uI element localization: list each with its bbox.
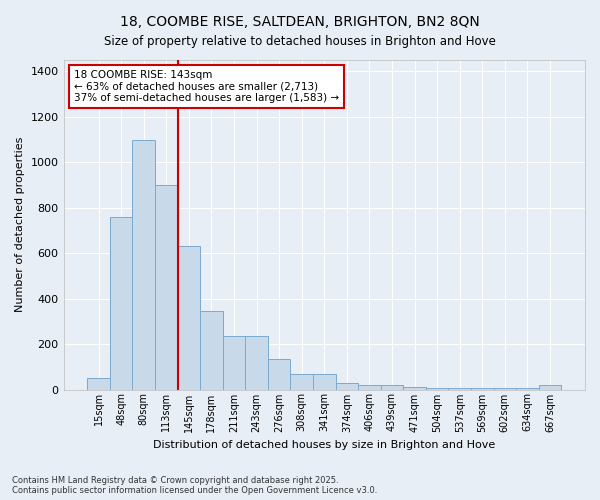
Bar: [110, 217, 133, 390]
Bar: [200, 311, 223, 390]
Bar: [178, 246, 200, 390]
Text: Contains HM Land Registry data © Crown copyright and database right 2025.
Contai: Contains HM Land Registry data © Crown c…: [12, 476, 377, 495]
Text: Size of property relative to detached houses in Brighton and Hove: Size of property relative to detached ho…: [104, 35, 496, 48]
Bar: [358, 385, 381, 390]
Bar: [223, 336, 245, 390]
Bar: [155, 185, 178, 390]
Bar: [471, 388, 494, 390]
Bar: [494, 388, 516, 390]
Y-axis label: Number of detached properties: Number of detached properties: [15, 137, 25, 312]
Bar: [403, 387, 426, 390]
Text: 18, COOMBE RISE, SALTDEAN, BRIGHTON, BN2 8QN: 18, COOMBE RISE, SALTDEAN, BRIGHTON, BN2…: [120, 15, 480, 29]
Bar: [426, 388, 448, 390]
Bar: [381, 385, 403, 390]
Bar: [516, 388, 539, 390]
X-axis label: Distribution of detached houses by size in Brighton and Hove: Distribution of detached houses by size …: [153, 440, 496, 450]
Bar: [87, 378, 110, 390]
Bar: [290, 374, 313, 390]
Bar: [539, 386, 561, 390]
Bar: [133, 140, 155, 390]
Bar: [245, 336, 268, 390]
Bar: [313, 374, 335, 390]
Bar: [335, 382, 358, 390]
Text: 18 COOMBE RISE: 143sqm
← 63% of detached houses are smaller (2,713)
37% of semi-: 18 COOMBE RISE: 143sqm ← 63% of detached…: [74, 70, 339, 103]
Bar: [268, 359, 290, 390]
Bar: [448, 388, 471, 390]
